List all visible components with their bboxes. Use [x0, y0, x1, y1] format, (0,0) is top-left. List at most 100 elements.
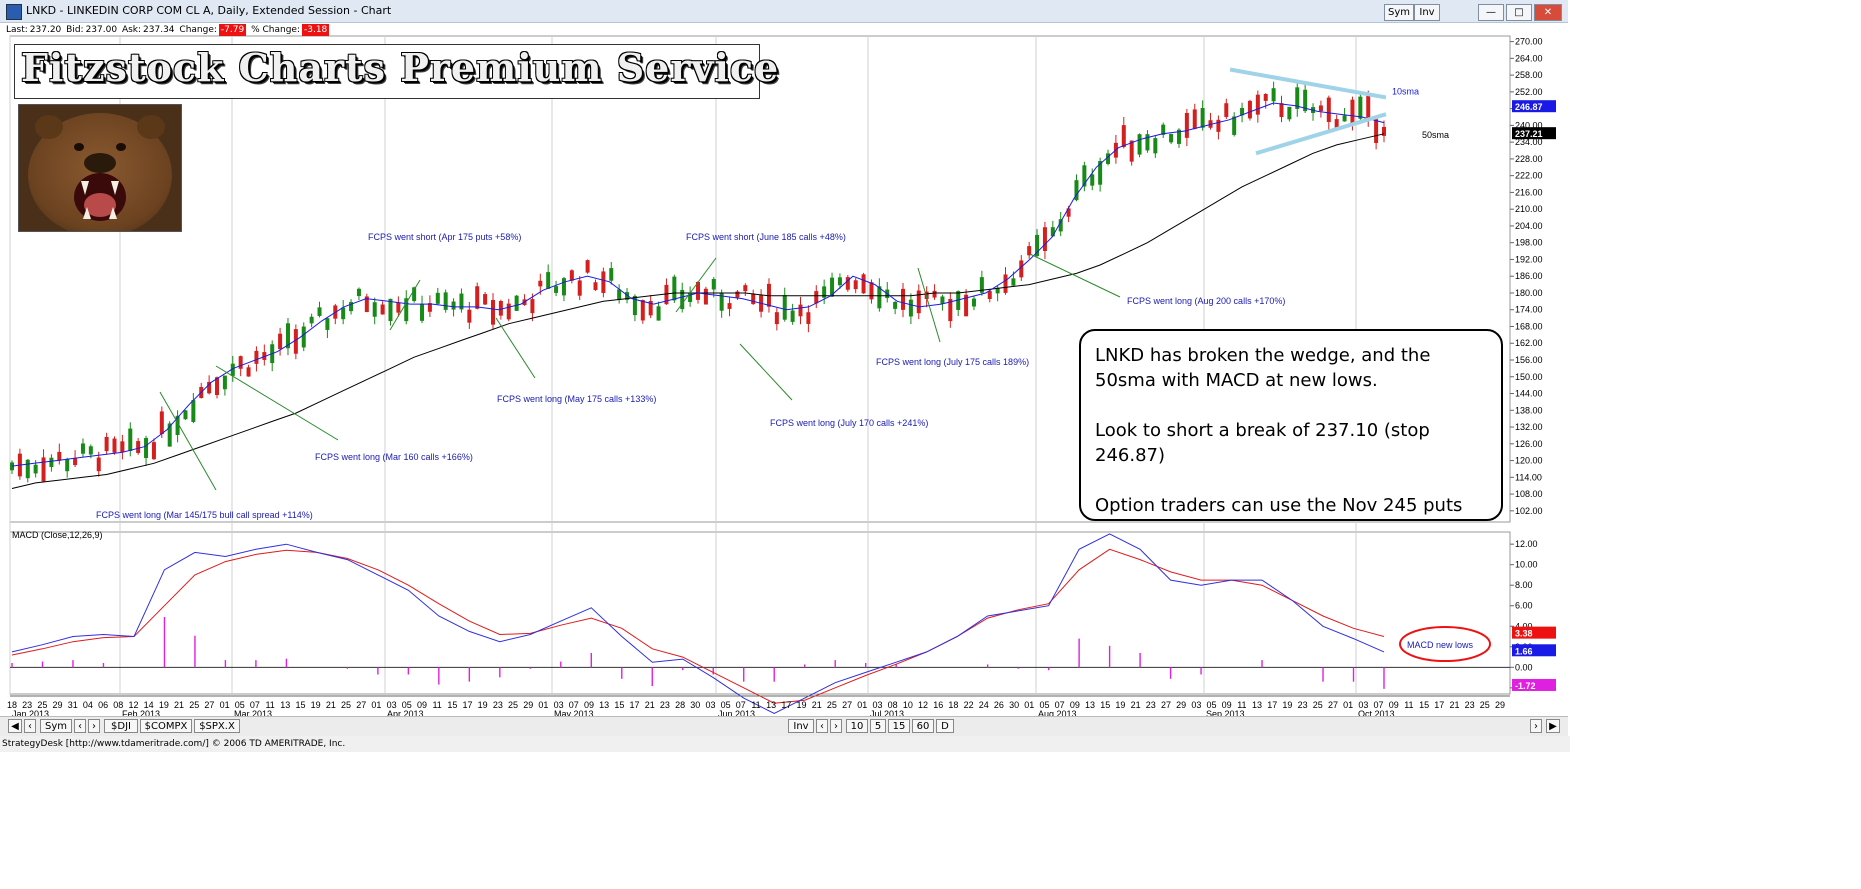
nav-inv-prev-icon[interactable]: ‹ — [816, 719, 828, 733]
scroll-first-icon[interactable]: ◀ — [8, 719, 22, 733]
minimize-icon[interactable]: — — [1478, 4, 1504, 21]
x-day-label: 07 — [569, 700, 579, 710]
x-day-label: 05 — [721, 700, 731, 710]
zoom-60-button[interactable]: 60 — [912, 719, 934, 733]
annotation-pointer-line — [1029, 253, 1121, 298]
x-month-label: Jul 2013 — [870, 709, 904, 716]
candle-body — [388, 298, 393, 322]
candle-body — [1184, 112, 1189, 138]
x-month-label: Sep 2013 — [1206, 709, 1245, 716]
sym-button[interactable]: Sym — [1384, 4, 1414, 21]
nav-prev-icon[interactable]: ‹ — [74, 719, 86, 733]
chart-area[interactable]: 270.00264.00258.00252.00246.00240.00234.… — [0, 22, 1568, 719]
x-day-label: 21 — [645, 700, 655, 710]
candle-body — [530, 299, 535, 314]
macd-line — [11, 533, 1385, 715]
nav-inv-button[interactable]: Inv — [788, 719, 814, 733]
dji-tab[interactable]: $DJI — [104, 719, 138, 733]
candle-body — [766, 283, 771, 307]
macd-new-lows-label: MACD new lows — [1407, 640, 1474, 650]
candle-body — [822, 286, 827, 298]
price-tick-label: 120.00 — [1515, 456, 1543, 466]
scroll-right-icon[interactable]: › — [1530, 719, 1542, 733]
price-tick-label: 204.00 — [1515, 221, 1543, 231]
zoom-15-button[interactable]: 15 — [888, 719, 910, 733]
candle-body — [175, 415, 180, 436]
candle-body — [396, 302, 401, 313]
x-day-label: 08 — [113, 700, 123, 710]
x-day-label: 16 — [933, 700, 943, 710]
candle-body — [727, 303, 732, 309]
sma10-label: 10sma — [1392, 87, 1419, 97]
price-tick-label: 162.00 — [1515, 338, 1543, 348]
change-label: Change: — [179, 25, 217, 35]
zoom-5-button[interactable]: 5 — [870, 719, 886, 733]
compx-tab[interactable]: $COMPX — [140, 719, 192, 733]
candle-body — [908, 299, 913, 317]
spx-tab[interactable]: $SPX.X — [194, 719, 240, 733]
annotation-label: FCPS went long (Aug 200 calls +170%) — [1127, 296, 1285, 306]
price-tick-label: 126.00 — [1515, 439, 1543, 449]
x-day-label: 29 — [1495, 700, 1505, 710]
candle-body — [506, 303, 511, 320]
maximize-icon[interactable]: □ — [1506, 4, 1532, 21]
x-day-label: 09 — [1222, 700, 1232, 710]
zoom-10-button[interactable]: 10 — [846, 719, 868, 733]
candle-body — [956, 291, 961, 310]
change-value: -7.79 — [218, 24, 247, 36]
candle-body — [995, 287, 1000, 294]
x-day-label: 05 — [1207, 700, 1217, 710]
candle-body — [1200, 108, 1205, 128]
candle-body — [498, 300, 503, 316]
candle-body — [112, 438, 117, 453]
price-tick-label: 264.00 — [1515, 53, 1543, 63]
candle-body — [790, 310, 795, 322]
candle-body — [1074, 180, 1079, 201]
last-value: 237.20 — [29, 25, 62, 35]
x-day-label: 13 — [280, 700, 290, 710]
candle-body — [1003, 274, 1008, 293]
macd-tag-box — [1512, 626, 1556, 639]
x-day-label: 01 — [371, 700, 381, 710]
x-day-label: 05 — [1039, 700, 1049, 710]
scroll-left-icon[interactable]: ‹ — [24, 719, 36, 733]
annotation-label: FCPS went long (Mar 145/175 bull call sp… — [96, 510, 313, 520]
candle-body — [688, 293, 693, 303]
banner-title: Fitzstock Charts Premium Service — [14, 44, 778, 99]
candle-body — [222, 375, 227, 390]
annotation-pointer-line — [675, 257, 717, 313]
x-day-label: 01 — [220, 700, 230, 710]
candle-body — [514, 295, 519, 311]
candle-body — [230, 363, 235, 376]
annotation-pointer-line — [495, 317, 536, 379]
zoom-d-button[interactable]: D — [936, 719, 954, 733]
candle-body — [1042, 227, 1047, 252]
candle-body — [325, 318, 330, 330]
price-tick-label: 252.00 — [1515, 87, 1543, 97]
candle-body — [569, 270, 574, 281]
x-day-label: 25 — [827, 700, 837, 710]
annotation-pointer-line — [159, 391, 217, 491]
sma10-line — [11, 102, 1385, 467]
close-icon[interactable]: ✕ — [1534, 4, 1562, 21]
candle-body — [924, 291, 929, 300]
nav-next-icon[interactable]: › — [88, 719, 100, 733]
x-day-label: 19 — [159, 700, 169, 710]
nav-inv-next-icon[interactable]: › — [830, 719, 842, 733]
chart-svg[interactable]: 270.00264.00258.00252.00246.00240.00234.… — [0, 22, 1568, 719]
x-day-label: 25 — [37, 700, 47, 710]
inv-button[interactable]: Inv — [1414, 4, 1440, 21]
x-day-label: 29 — [523, 700, 533, 710]
price-tick-label: 138.00 — [1515, 405, 1543, 415]
scroll-last-icon[interactable]: ▶ — [1546, 719, 1560, 733]
candle-body — [877, 286, 882, 309]
x-day-label: 13 — [1085, 700, 1095, 710]
candle-body — [380, 304, 385, 315]
candle-body — [703, 288, 708, 305]
x-day-label: 01 — [538, 700, 548, 710]
window-titlebar: LNKD - LINKEDIN CORP COM CL A, Daily, Ex… — [0, 0, 1568, 23]
candle-body — [88, 446, 93, 455]
candle-body — [1224, 103, 1229, 117]
candle-body — [1161, 124, 1166, 135]
nav-sym-button[interactable]: Sym — [40, 719, 72, 733]
